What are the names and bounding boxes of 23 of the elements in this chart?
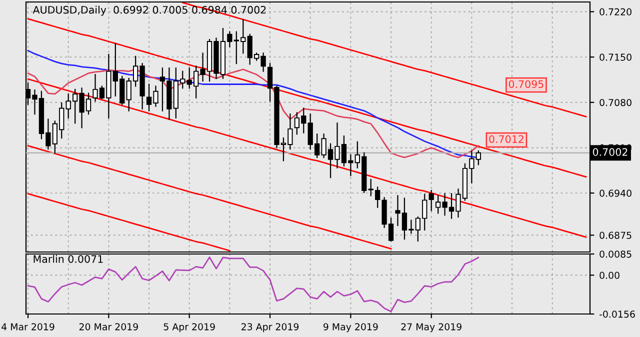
line-series <box>27 145 392 250</box>
line-series <box>27 193 230 252</box>
y-tick-label: 0.6940 <box>600 190 632 197</box>
annotation: 0.7012 <box>489 135 524 143</box>
annotation: 0.7095 <box>508 80 544 88</box>
y-tick-label: -0.0156 <box>599 310 635 318</box>
y-tick-label: 0.7080 <box>600 98 632 106</box>
chart-title: Marlin 0.0071 <box>34 254 103 263</box>
x-tick-label: 9 May 2019 <box>323 323 378 332</box>
y-tick-label: 0.7150 <box>600 54 632 61</box>
x-tick-label: 20 Mar 2019 <box>79 323 138 330</box>
x-tick-label: 5 Apr 2019 <box>164 323 215 332</box>
line-series <box>27 256 480 312</box>
line-series <box>27 18 587 178</box>
candlestick <box>428 190 434 212</box>
y-tick-label: 0.7220 <box>600 8 632 16</box>
y-tick-label: 0.00 <box>600 272 620 279</box>
y-tick-label: 0.6875 <box>600 232 632 239</box>
y-tick-label: 0.0085 <box>600 250 632 258</box>
x-tick-label: 27 May 2019 <box>401 323 462 332</box>
x-tick-label: 4 Mar 2019 <box>2 323 54 330</box>
line-series <box>27 78 587 238</box>
x-tick-label: 23 Apr 2019 <box>242 323 299 332</box>
